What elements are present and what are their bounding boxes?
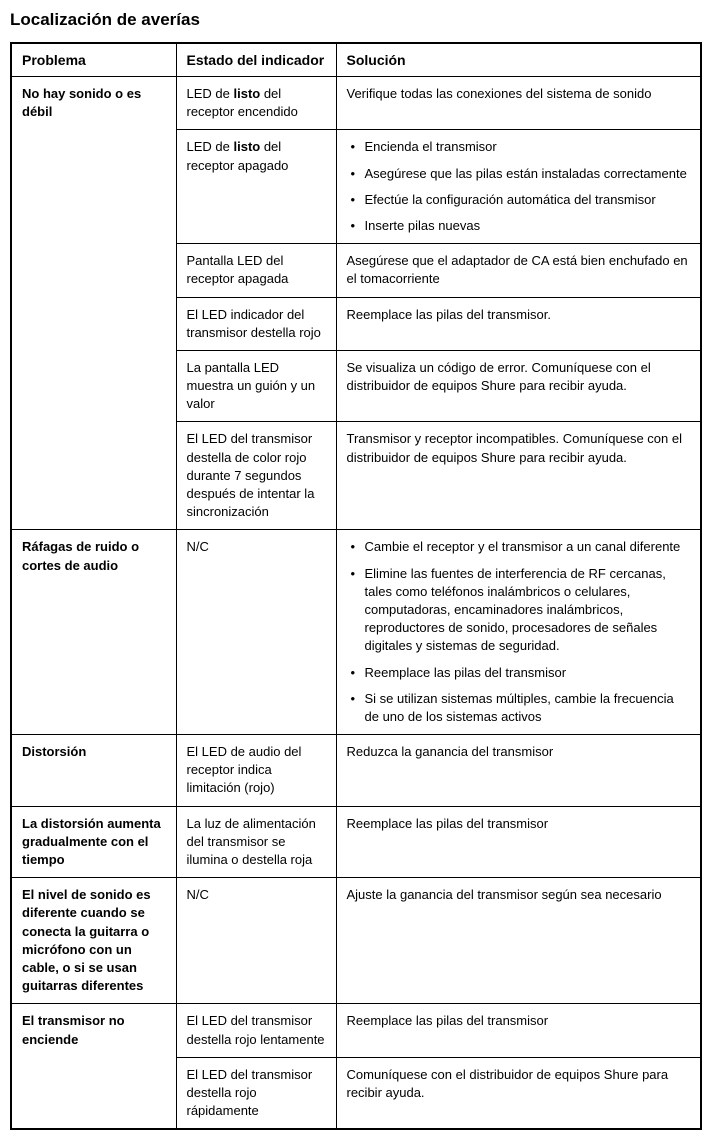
cell-status: El LED de audio del receptor indica limi… bbox=[176, 735, 336, 807]
table-row: No hay sonido o es débil LED de listo de… bbox=[11, 77, 701, 130]
table-row: La distorsión aumenta gradualmente con e… bbox=[11, 806, 701, 878]
table-header-row: Problema Estado del indicador Solución bbox=[11, 43, 701, 77]
cell-problem: Distorsión bbox=[11, 735, 176, 807]
cell-status: LED de listo del receptor apagado bbox=[176, 130, 336, 244]
status-text-bold: listo bbox=[233, 86, 260, 101]
cell-solution: Asegúrese que el adaptador de CA está bi… bbox=[336, 244, 701, 297]
cell-problem: La distorsión aumenta gradualmente con e… bbox=[11, 806, 176, 878]
cell-problem: El transmisor no enciende bbox=[11, 1004, 176, 1129]
list-item: Efectúe la configuración automática del … bbox=[347, 191, 691, 209]
cell-solution: Ajuste la ganancia del transmisor según … bbox=[336, 878, 701, 1004]
list-item: Cambie el receptor y el transmisor a un … bbox=[347, 538, 691, 556]
list-item: Si se utilizan sistemas múltiples, cambi… bbox=[347, 690, 691, 726]
cell-status: LED de listo del receptor encendido bbox=[176, 77, 336, 130]
list-item: Reemplace las pilas del transmisor bbox=[347, 664, 691, 682]
cell-status: El LED del transmisor destella de color … bbox=[176, 422, 336, 530]
cell-status: La luz de alimentación del transmisor se… bbox=[176, 806, 336, 878]
list-item: Asegúrese que las pilas están instaladas… bbox=[347, 165, 691, 183]
cell-status: El LED del transmisor destella rojo rápi… bbox=[176, 1057, 336, 1129]
cell-problem: No hay sonido o es débil bbox=[11, 77, 176, 530]
cell-problem: Ráfagas de ruido o cortes de audio bbox=[11, 530, 176, 735]
table-row: Distorsión El LED de audio del receptor … bbox=[11, 735, 701, 807]
status-text-bold: listo bbox=[233, 139, 260, 154]
cell-status: La pantalla LED muestra un guión y un va… bbox=[176, 350, 336, 422]
table-row: El nivel de sonido es diferente cuando s… bbox=[11, 878, 701, 1004]
cell-status: El LED del transmisor destella rojo lent… bbox=[176, 1004, 336, 1057]
cell-solution: Encienda el transmisor Asegúrese que las… bbox=[336, 130, 701, 244]
header-problema: Problema bbox=[11, 43, 176, 77]
cell-solution: Reemplace las pilas del transmisor bbox=[336, 1004, 701, 1057]
cell-solution: Se visualiza un código de error. Comuníq… bbox=[336, 350, 701, 422]
cell-solution: Reduzca la ganancia del transmisor bbox=[336, 735, 701, 807]
header-estado: Estado del indicador bbox=[176, 43, 336, 77]
status-text-pre: LED de bbox=[187, 139, 234, 154]
cell-solution: Reemplace las pilas del transmisor. bbox=[336, 297, 701, 350]
cell-status: N/C bbox=[176, 878, 336, 1004]
cell-solution: Comuníquese con el distribuidor de equip… bbox=[336, 1057, 701, 1129]
status-text-pre: LED de bbox=[187, 86, 234, 101]
table-row: Ráfagas de ruido o cortes de audio N/C C… bbox=[11, 530, 701, 735]
table-row: El transmisor no enciende El LED del tra… bbox=[11, 1004, 701, 1057]
cell-solution: Verifique todas las conexiones del siste… bbox=[336, 77, 701, 130]
cell-status: N/C bbox=[176, 530, 336, 735]
list-item: Elimine las fuentes de interferencia de … bbox=[347, 565, 691, 656]
page-title: Localización de averías bbox=[10, 10, 702, 30]
list-item: Encienda el transmisor bbox=[347, 138, 691, 156]
cell-solution: Reemplace las pilas del transmisor bbox=[336, 806, 701, 878]
solution-list: Encienda el transmisor Asegúrese que las… bbox=[347, 138, 691, 235]
solution-list: Cambie el receptor y el transmisor a un … bbox=[347, 538, 691, 726]
header-solucion: Solución bbox=[336, 43, 701, 77]
cell-status: El LED indicador del transmisor destella… bbox=[176, 297, 336, 350]
cell-status: Pantalla LED del receptor apagada bbox=[176, 244, 336, 297]
cell-problem: El nivel de sonido es diferente cuando s… bbox=[11, 878, 176, 1004]
cell-solution: Cambie el receptor y el transmisor a un … bbox=[336, 530, 701, 735]
cell-solution: Transmisor y receptor incompatibles. Com… bbox=[336, 422, 701, 530]
list-item: Inserte pilas nuevas bbox=[347, 217, 691, 235]
troubleshooting-table: Problema Estado del indicador Solución N… bbox=[10, 42, 702, 1130]
